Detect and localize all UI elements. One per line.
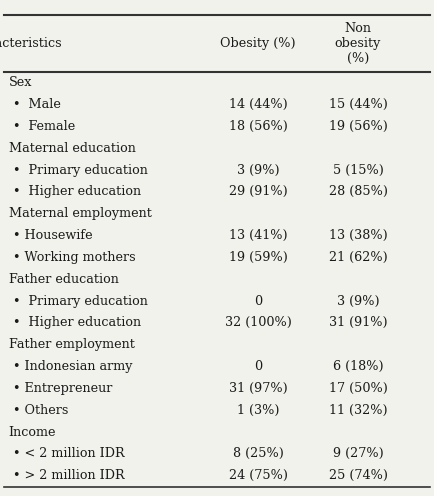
Text: Obesity (%): Obesity (%) <box>220 37 296 50</box>
Text: Father education: Father education <box>9 273 118 286</box>
Text: 6 (18%): 6 (18%) <box>333 360 383 373</box>
Text: 19 (56%): 19 (56%) <box>329 120 388 133</box>
Text: 17 (50%): 17 (50%) <box>329 382 388 395</box>
Text: •  Male: • Male <box>13 98 61 111</box>
Text: Non
obesity
(%): Non obesity (%) <box>335 22 381 65</box>
Text: 9 (27%): 9 (27%) <box>333 447 383 460</box>
Text: Characteristics: Characteristics <box>0 37 62 50</box>
Text: Maternal employment: Maternal employment <box>9 207 151 220</box>
Text: 1 (3%): 1 (3%) <box>237 404 279 417</box>
Text: Father employment: Father employment <box>9 338 135 351</box>
Text: 13 (41%): 13 (41%) <box>229 229 288 242</box>
Text: • Housewife: • Housewife <box>13 229 92 242</box>
Text: • Entrepreneur: • Entrepreneur <box>13 382 112 395</box>
Text: •  Female: • Female <box>13 120 75 133</box>
Text: 18 (56%): 18 (56%) <box>229 120 288 133</box>
Text: 5 (15%): 5 (15%) <box>332 164 384 177</box>
Text: 28 (85%): 28 (85%) <box>329 186 388 198</box>
Text: •  Higher education: • Higher education <box>13 186 141 198</box>
Text: • Indonesian army: • Indonesian army <box>13 360 132 373</box>
Text: 13 (38%): 13 (38%) <box>329 229 388 242</box>
Text: •  Primary education: • Primary education <box>13 295 148 308</box>
Text: 3 (9%): 3 (9%) <box>237 164 279 177</box>
Text: Sex: Sex <box>9 76 32 89</box>
Text: 14 (44%): 14 (44%) <box>229 98 288 111</box>
Text: 32 (100%): 32 (100%) <box>225 316 292 329</box>
Text: 25 (74%): 25 (74%) <box>329 469 388 482</box>
Text: 19 (59%): 19 (59%) <box>229 251 288 264</box>
Text: •  Higher education: • Higher education <box>13 316 141 329</box>
Text: Income: Income <box>9 426 56 438</box>
Text: 21 (62%): 21 (62%) <box>329 251 388 264</box>
Text: 15 (44%): 15 (44%) <box>329 98 388 111</box>
Text: 8 (25%): 8 (25%) <box>233 447 284 460</box>
Text: 31 (97%): 31 (97%) <box>229 382 288 395</box>
Text: Maternal education: Maternal education <box>9 142 135 155</box>
Text: 11 (32%): 11 (32%) <box>329 404 388 417</box>
Text: • > 2 million IDR: • > 2 million IDR <box>13 469 125 482</box>
Text: •  Primary education: • Primary education <box>13 164 148 177</box>
Text: 0: 0 <box>254 360 262 373</box>
Text: 3 (9%): 3 (9%) <box>337 295 379 308</box>
Text: • < 2 million IDR: • < 2 million IDR <box>13 447 125 460</box>
Text: 29 (91%): 29 (91%) <box>229 186 288 198</box>
Text: • Others: • Others <box>13 404 69 417</box>
Text: 0: 0 <box>254 295 262 308</box>
Text: 31 (91%): 31 (91%) <box>329 316 388 329</box>
Text: 24 (75%): 24 (75%) <box>229 469 288 482</box>
Text: • Working mothers: • Working mothers <box>13 251 136 264</box>
